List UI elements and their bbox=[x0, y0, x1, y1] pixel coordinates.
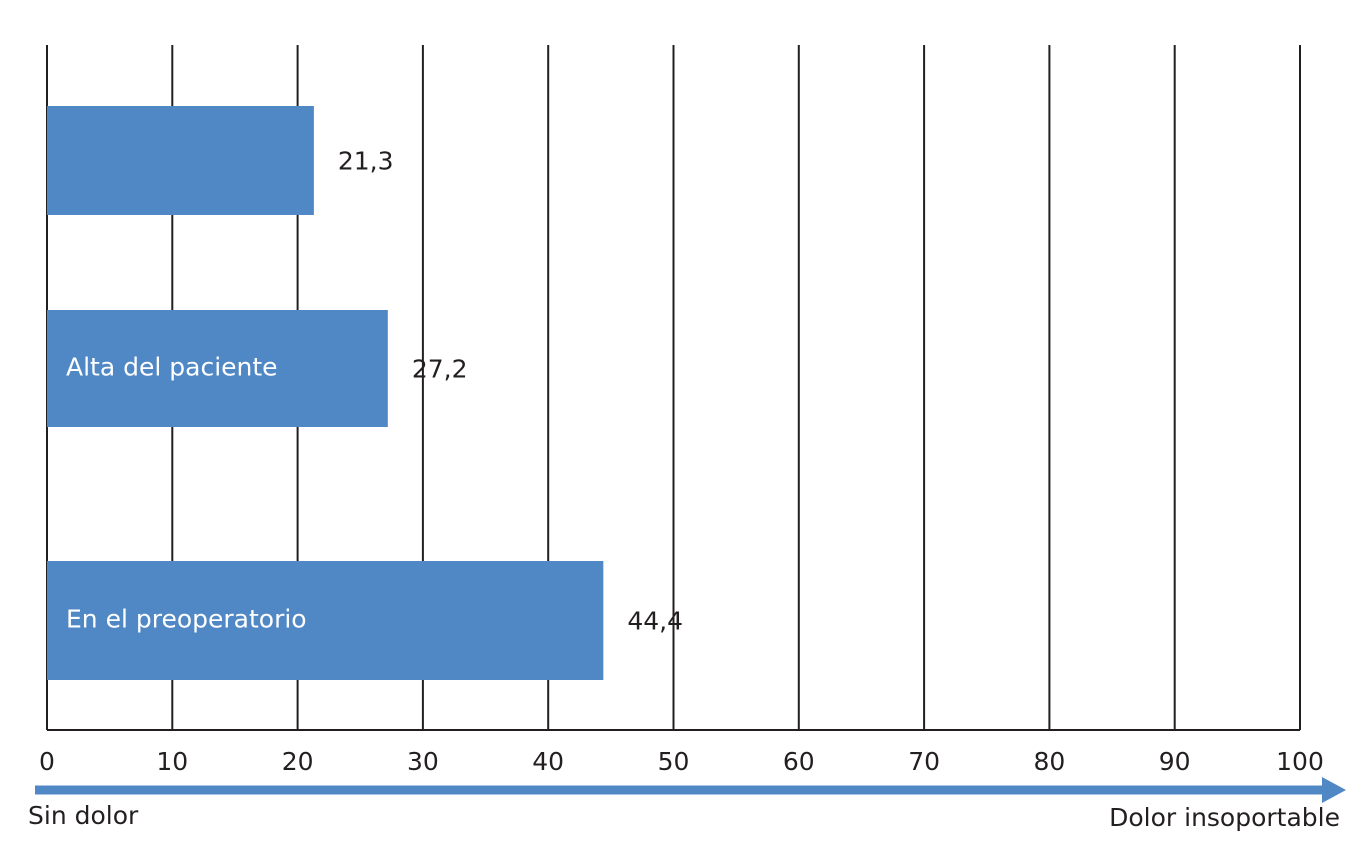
x-tick-label: 70 bbox=[908, 747, 940, 776]
value-label: 44,4 bbox=[627, 607, 683, 636]
x-tick-label: 60 bbox=[783, 747, 815, 776]
category-label: En el preoperatorio bbox=[66, 605, 307, 634]
x-tick-label: 50 bbox=[658, 747, 690, 776]
x-tick-label: 10 bbox=[156, 747, 188, 776]
x-tick-label: 100 bbox=[1276, 747, 1324, 776]
axis-arrow-head bbox=[1322, 777, 1346, 803]
x-tick-label: 30 bbox=[407, 747, 439, 776]
category-label: Alta del paciente bbox=[66, 353, 278, 382]
x-tick-label: 0 bbox=[39, 747, 55, 776]
x-tick-label: 80 bbox=[1033, 747, 1065, 776]
value-label: 21,3 bbox=[338, 147, 394, 176]
axis-end-label: Dolor insoportable bbox=[1109, 803, 1340, 832]
x-tick-label: 90 bbox=[1159, 747, 1191, 776]
x-tick-label: 40 bbox=[532, 747, 564, 776]
bar bbox=[47, 561, 604, 680]
axis-start-label: Sin dolor bbox=[28, 801, 139, 830]
value-label: 27,2 bbox=[412, 355, 468, 384]
x-tick-label: 20 bbox=[282, 747, 314, 776]
bar bbox=[47, 106, 314, 215]
bar bbox=[47, 310, 388, 427]
